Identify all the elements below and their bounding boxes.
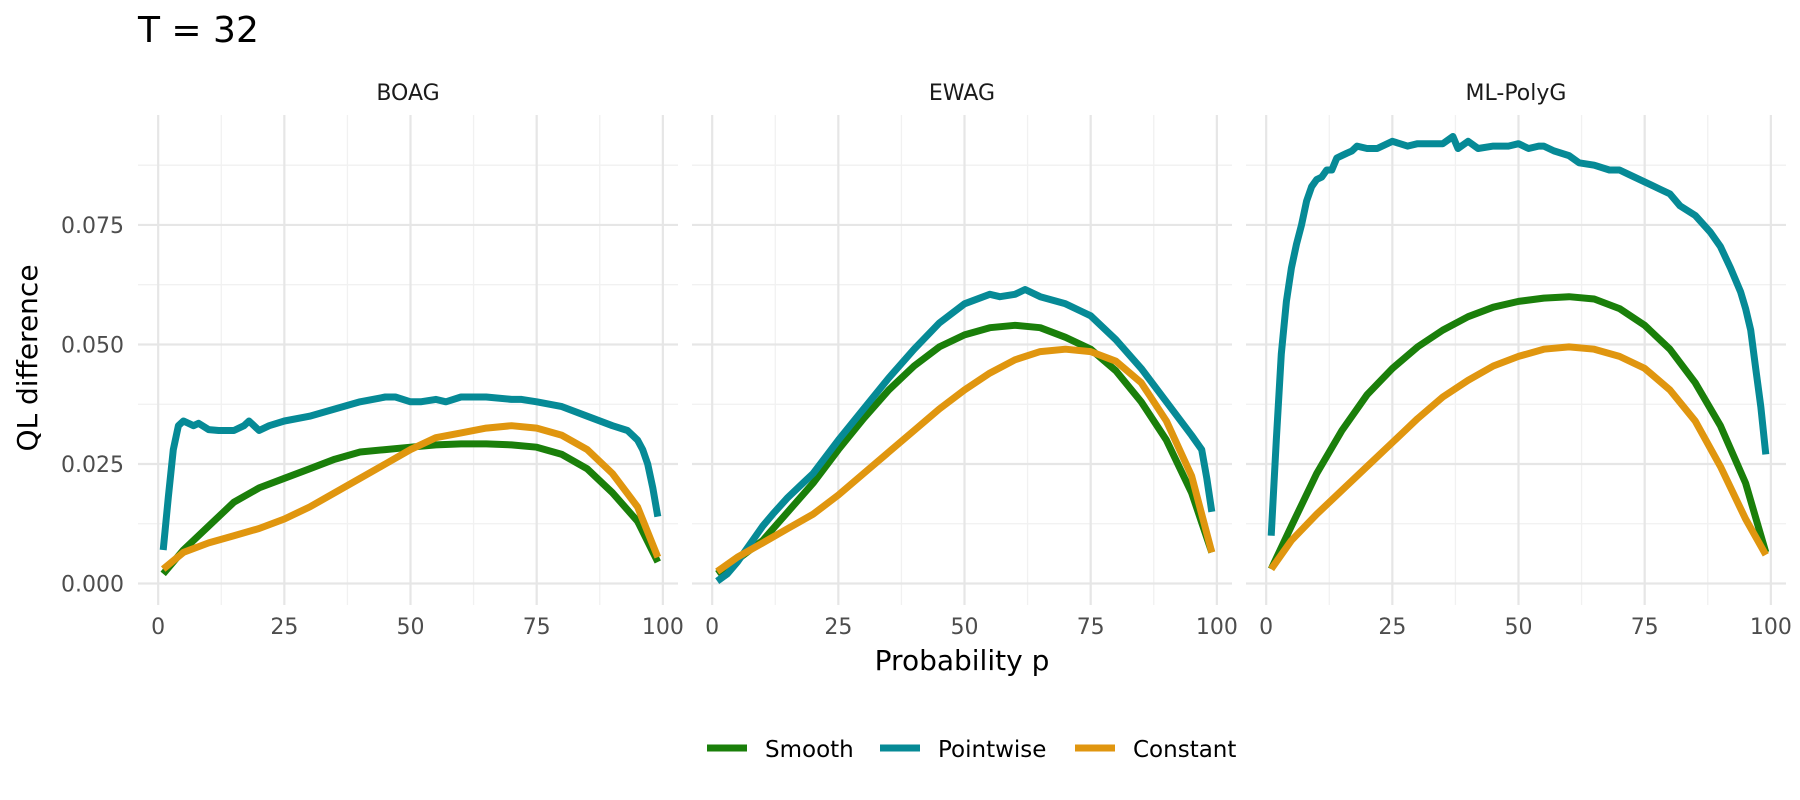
legend-label: Smooth (765, 737, 854, 763)
major-grid (692, 115, 1232, 605)
series-line-pointwise (1267, 133, 1770, 536)
x-tick-label: 100 (1196, 615, 1238, 640)
panel-boag: BOAG 0 25 50 75 100 0.000 0.025 0.050 0.075 (61, 81, 684, 640)
x-tick-label: 0 (151, 615, 165, 640)
chart-title: T = 32 (137, 10, 259, 51)
y-tick-label: 0.075 (61, 214, 124, 239)
legend-label: Pointwise (938, 737, 1046, 763)
y-tick-label: 0.000 (61, 572, 124, 597)
x-tick-label: 25 (824, 615, 852, 640)
series-line-smooth (715, 321, 1216, 577)
panel-strip-label: BOAG (376, 81, 439, 106)
x-tick-label: 25 (270, 615, 298, 640)
x-tick-label: 50 (397, 615, 425, 640)
x-tick-label: 100 (1750, 615, 1792, 640)
x-tick-label: 0 (705, 615, 719, 640)
x-axis-title: Probability p (875, 644, 1050, 677)
minor-grid (1246, 115, 1786, 605)
panel-ewag: EWAG 0 25 50 75 100 (692, 81, 1238, 640)
legend: Smooth Pointwise Constant (707, 737, 1236, 763)
y-tick-label: 0.025 (61, 453, 124, 478)
panels: BOAG 0 25 50 75 100 0.000 0.025 0.050 0.075 EWAG 0 2… (61, 81, 1792, 640)
series-line-pointwise (715, 286, 1216, 584)
series-line-constant (715, 345, 1216, 575)
x-tick-label: 75 (1077, 615, 1105, 640)
legend-item-constant: Constant (1075, 737, 1236, 763)
legend-item-smooth: Smooth (707, 737, 854, 763)
x-tick-label: 50 (1505, 615, 1533, 640)
series-line-constant (160, 422, 662, 572)
legend-item-pointwise: Pointwise (880, 737, 1046, 763)
x-tick-label: 25 (1378, 615, 1406, 640)
y-axis-title: QL difference (11, 264, 44, 451)
x-tick-label: 0 (1259, 615, 1273, 640)
panel-strip-label: ML-PolyG (1466, 81, 1567, 106)
x-tick-label: 75 (1631, 615, 1659, 640)
y-tick-label: 0.050 (61, 333, 124, 358)
minor-grid (138, 115, 678, 605)
panel-ml-polyg: ML-PolyG 0 25 50 75 100 (1246, 81, 1792, 640)
panel-strip-label: EWAG (929, 81, 995, 106)
series-line-constant (1268, 343, 1769, 572)
x-tick-label: 100 (642, 615, 684, 640)
major-grid (138, 115, 678, 605)
x-tick-label: 75 (523, 615, 551, 640)
legend-label: Constant (1133, 737, 1236, 763)
x-tick-label: 50 (951, 615, 979, 640)
series-line-smooth (1268, 293, 1770, 571)
series-line-pointwise (159, 393, 662, 551)
